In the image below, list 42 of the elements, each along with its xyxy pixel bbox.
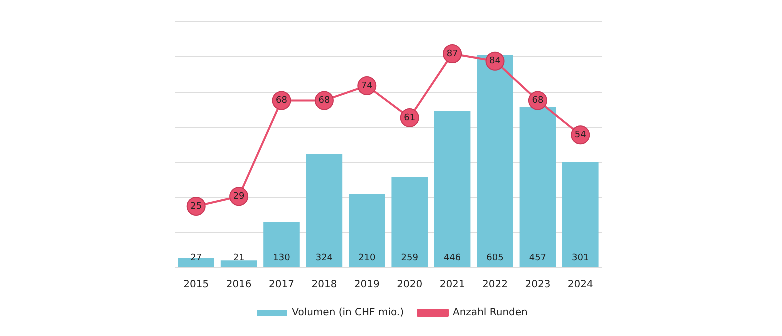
- bar: [178, 258, 214, 268]
- data-label: 68: [318, 96, 330, 106]
- data-label: 68: [532, 96, 544, 106]
- x-tick-label: 2021: [440, 280, 466, 291]
- legend-label: Anzahl Runden: [453, 308, 528, 319]
- bar: [306, 154, 343, 268]
- data-label: 210: [358, 253, 376, 264]
- data-label: 27: [190, 253, 202, 264]
- data-label: 25: [190, 202, 202, 212]
- bar: [392, 176, 428, 268]
- x-tick-label: 2023: [525, 280, 551, 291]
- bar: [477, 55, 514, 268]
- data-label: 301: [572, 253, 590, 264]
- bar: [562, 162, 599, 268]
- data-label: 605: [486, 253, 504, 264]
- data-label: 68: [276, 96, 288, 106]
- bar: [220, 260, 258, 268]
- x-tick-label: 2020: [397, 280, 423, 291]
- x-tick-label: 2022: [482, 280, 508, 291]
- data-label: 457: [529, 253, 547, 264]
- bar: [520, 107, 556, 268]
- data-label: 74: [361, 81, 374, 92]
- data-label: 61: [404, 113, 416, 124]
- x-tick-label: 2015: [184, 280, 210, 291]
- x-tick-label: 2017: [269, 280, 294, 291]
- bar: [349, 194, 386, 268]
- data-label: 324: [316, 253, 334, 264]
- data-label: 259: [401, 253, 419, 264]
- data-label: 130: [273, 253, 291, 264]
- x-tick-label: 2024: [568, 280, 594, 291]
- x-tick-label: 2019: [354, 280, 380, 291]
- x-tick-label: 2016: [226, 280, 252, 291]
- legend-label: Volumen (in CHF mio.): [292, 308, 404, 319]
- data-label: 29: [233, 192, 246, 202]
- data-label: 54: [574, 130, 587, 141]
- data-label: 87: [446, 49, 458, 60]
- data-label: 446: [444, 253, 462, 264]
- bar: [434, 111, 471, 268]
- x-tick-label: 2018: [312, 280, 338, 291]
- bar: [264, 222, 300, 268]
- data-label: 84: [490, 56, 502, 67]
- data-label: 21: [233, 253, 245, 264]
